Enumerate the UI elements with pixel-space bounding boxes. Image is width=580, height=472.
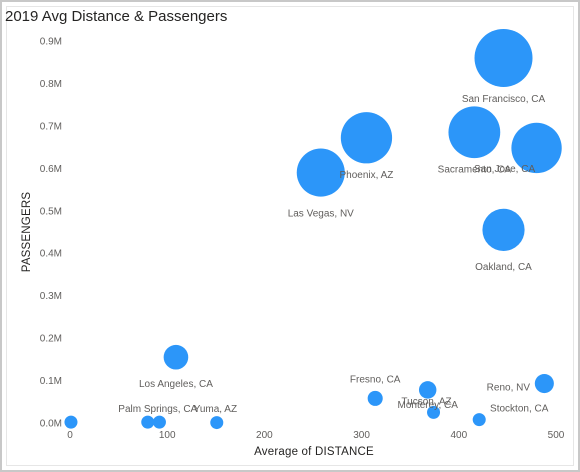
bubble-label: Las Vegas, NV xyxy=(288,209,354,220)
bubble-label: Reno, NV xyxy=(487,383,531,394)
bubble[interactable] xyxy=(64,415,78,429)
y-tick-label: 0.1M xyxy=(40,376,62,387)
bubble[interactable] xyxy=(448,106,501,159)
bubble[interactable] xyxy=(474,28,533,87)
y-tick-label: 0.8M xyxy=(40,79,62,90)
bubble[interactable] xyxy=(296,148,345,197)
y-tick-label: 0.3M xyxy=(40,291,62,302)
y-tick-label: 0.6M xyxy=(40,164,62,175)
chart-title: 2019 Avg Distance & Passengers xyxy=(5,8,228,25)
bubble-label: Palm Springs, CA xyxy=(118,404,197,415)
bubble-label: Monterey, CA xyxy=(398,400,459,411)
bubble-label: Oakland, CA xyxy=(475,262,532,273)
y-tick-label: 0.9M xyxy=(40,37,62,48)
bubble[interactable] xyxy=(482,208,525,251)
x-tick-label: 300 xyxy=(353,430,370,441)
y-axis-title: PASSENGERS xyxy=(21,192,33,273)
bubble[interactable] xyxy=(152,415,166,429)
x-tick-label: 400 xyxy=(450,430,467,441)
y-tick-label: 0.2M xyxy=(40,334,62,345)
x-tick-label: 500 xyxy=(548,430,565,441)
bubble[interactable] xyxy=(210,416,224,430)
bubble[interactable] xyxy=(367,390,383,406)
bubble[interactable] xyxy=(163,344,189,370)
chart-visual[interactable] xyxy=(6,6,574,466)
bubble-label: Fresno, CA xyxy=(350,374,401,385)
bubble[interactable] xyxy=(141,415,155,429)
x-axis: 0 100 200 300 400 500 xyxy=(67,430,565,441)
y-tick-label: 0.7M xyxy=(40,121,62,132)
bubble-label: San Francisco, CA xyxy=(462,94,546,105)
y-tick-label: 0.4M xyxy=(40,249,62,260)
bubble[interactable] xyxy=(472,413,486,427)
bubble[interactable] xyxy=(534,373,554,394)
x-tick-label: 200 xyxy=(256,430,273,441)
bubble[interactable] xyxy=(418,381,437,399)
x-tick-label: 100 xyxy=(159,430,176,441)
bubble-label: Phoenix, AZ xyxy=(339,170,393,181)
x-axis-title: Average of DISTANCE xyxy=(254,446,374,458)
bubble[interactable] xyxy=(427,405,441,419)
bubble-label: Sacramento, CA xyxy=(438,164,512,175)
bubble-label: San Jose, CA xyxy=(474,164,535,175)
x-tick-label: 0 xyxy=(67,430,73,441)
y-tick-label: 0.5M xyxy=(40,206,62,217)
bubbles xyxy=(64,28,562,430)
y-tick-label: 0.0M xyxy=(40,419,62,430)
bubble-label: Los Angeles, CA xyxy=(139,379,213,390)
bubble[interactable] xyxy=(511,122,562,174)
bubble-label: Yuma, AZ xyxy=(194,404,237,415)
y-axis: 0.0M 0.1M 0.2M 0.3M 0.4M 0.5M 0.6M 0.7M 0.8M 0.9M xyxy=(40,37,62,430)
bubble[interactable] xyxy=(340,112,393,164)
bubble-label: Stockton, CA xyxy=(490,404,549,415)
bubble-label: Tucson, AZ xyxy=(401,396,451,407)
